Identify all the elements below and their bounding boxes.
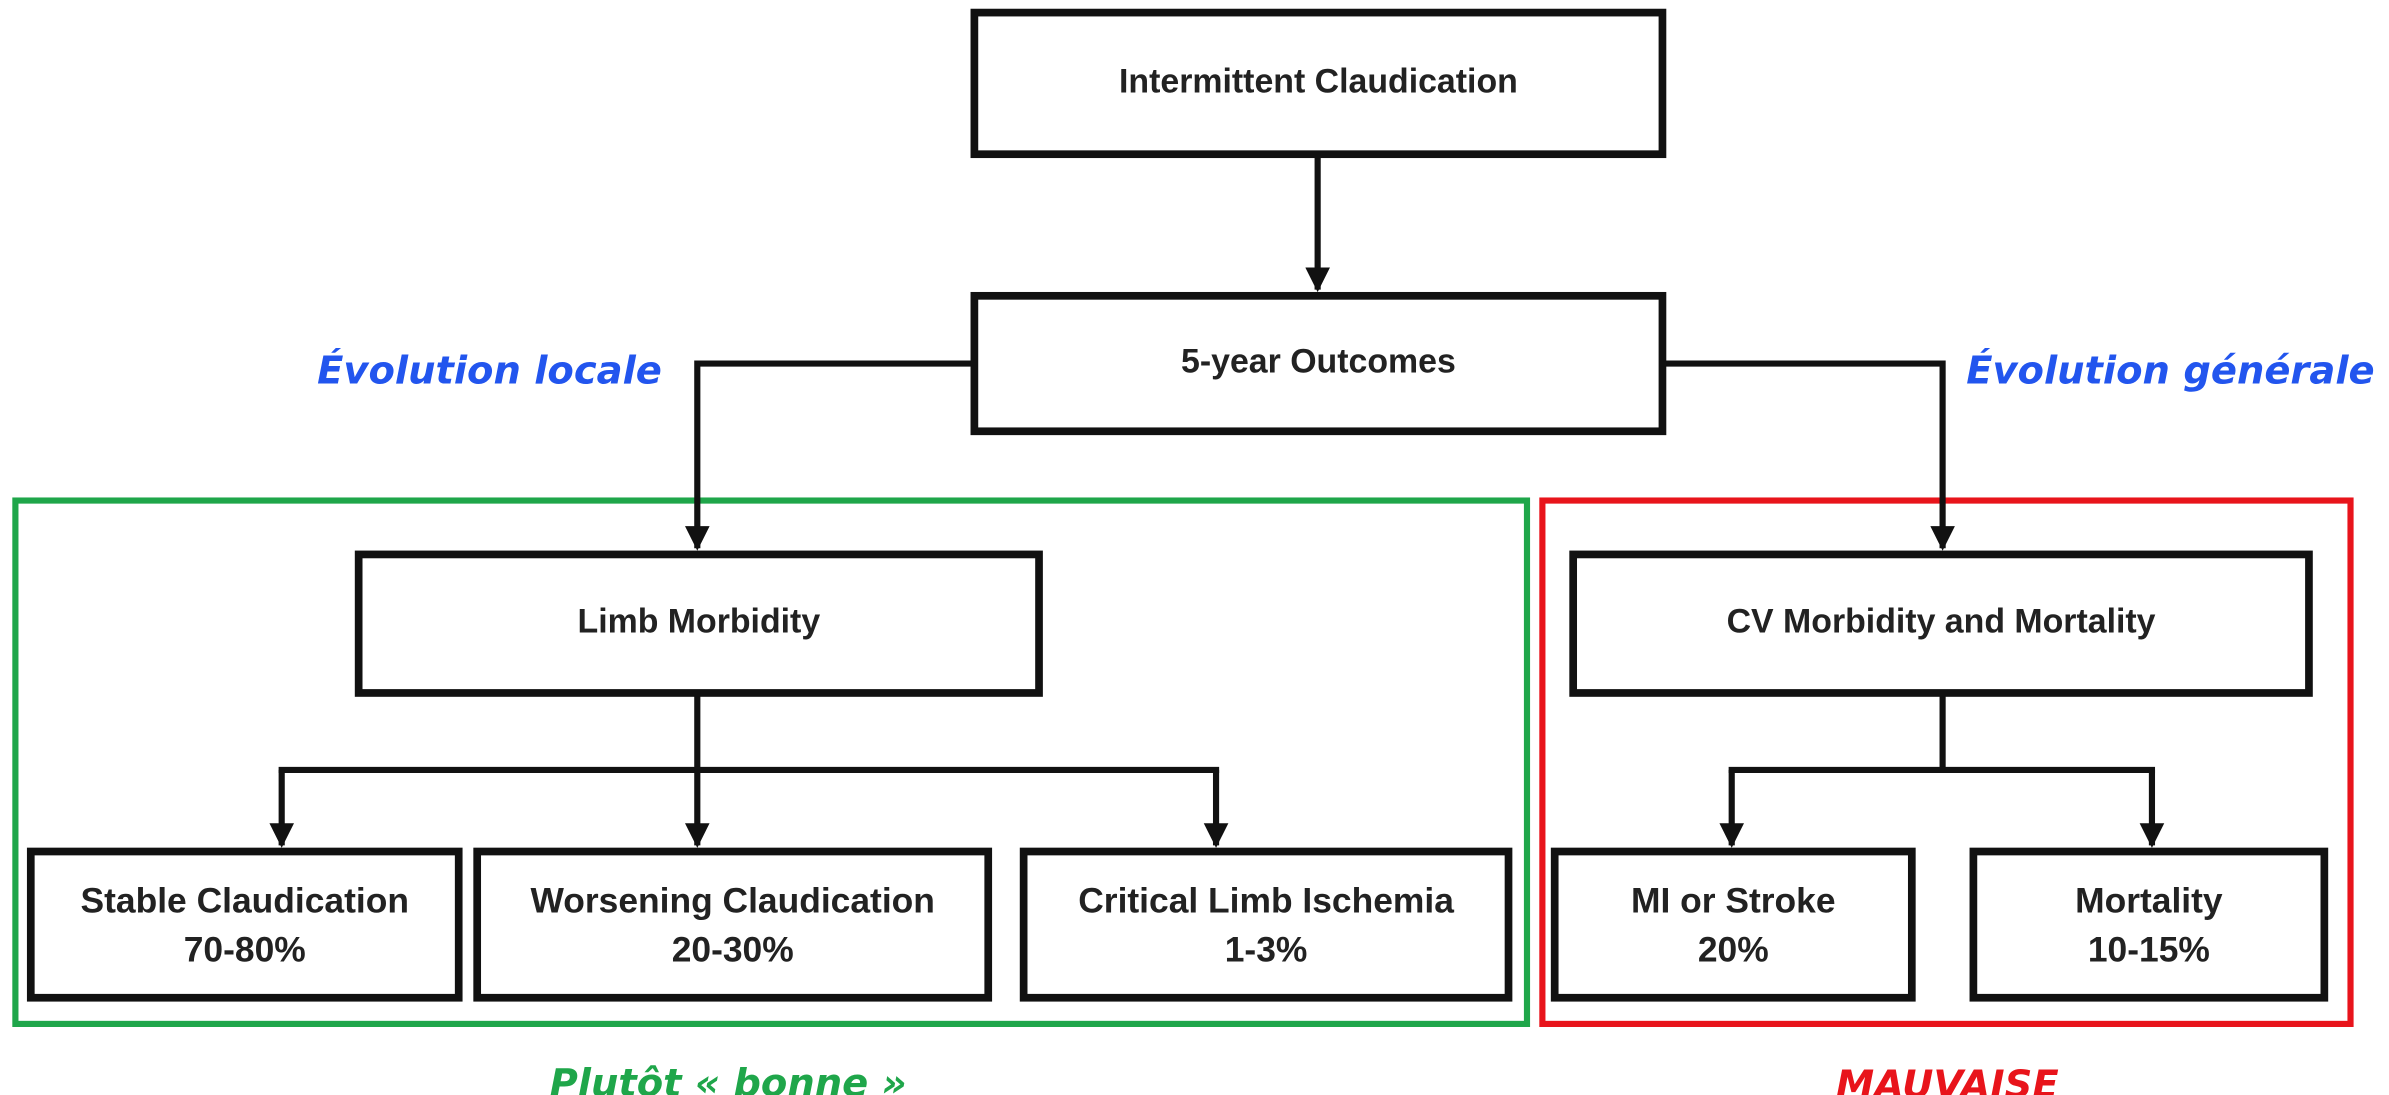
nodes: Intermittent Claudication 5-year Outcomes…: [26, 8, 2329, 1002]
node-box: [970, 291, 1667, 436]
connectors: [269, 154, 2165, 848]
annotation: Évolution locale: [317, 346, 662, 393]
node-label: Critical Limb Ischemia: [1078, 880, 1454, 920]
node-label: Worsening Claudication: [531, 880, 935, 920]
node-box: [1569, 550, 2313, 697]
node-box: [26, 847, 463, 1002]
node-label: Intermittent Claudication: [1119, 62, 1518, 100]
annotation: MAUVAISE: [1836, 1063, 2059, 1095]
node-label: Limb Morbidity: [578, 603, 821, 641]
node-detail: 1-3%: [1225, 930, 1308, 970]
arrow: [684, 360, 975, 551]
node-label: Stable Claudication: [81, 880, 409, 920]
node-box: [1019, 847, 1513, 1002]
node-box: [1550, 847, 1916, 1002]
node-box: [354, 550, 1043, 697]
node-label: CV Morbidity and Mortality: [1727, 603, 2156, 641]
node-detail: 20-30%: [672, 930, 794, 970]
good-group: [12, 497, 1531, 1027]
node-detail: 10-15%: [2088, 930, 2210, 970]
node-box: [473, 847, 993, 1002]
bad-group: [1539, 497, 2354, 1027]
node-detail: 20%: [1698, 930, 1769, 970]
arrow: [1662, 360, 1955, 551]
node-detail: 70-80%: [184, 930, 306, 970]
node-label: 5-year Outcomes: [1181, 342, 1456, 380]
node-box: [1969, 847, 2329, 1002]
node-label: Mortality: [2075, 880, 2223, 920]
annotation: Plutôt « bonne »: [550, 1061, 907, 1095]
node-label: MI or Stroke: [1631, 880, 1836, 920]
annotation: Évolution générale: [1966, 346, 2374, 393]
node-box: [970, 8, 1667, 159]
